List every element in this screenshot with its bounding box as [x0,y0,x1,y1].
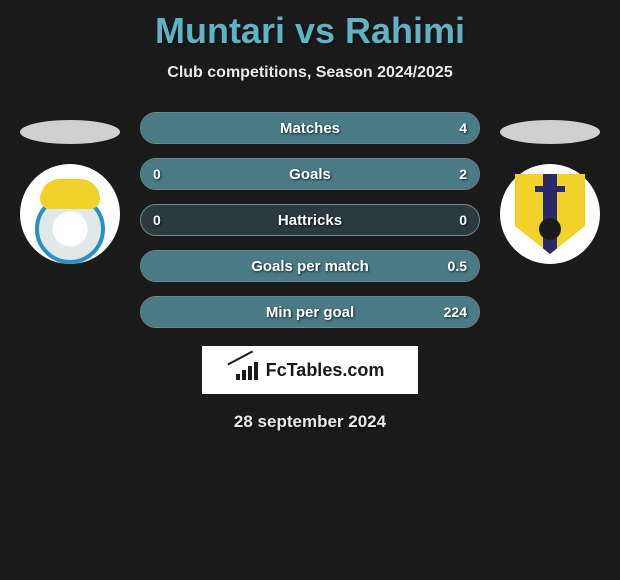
stat-label: Hattricks [278,212,342,229]
brand-chart-icon [236,360,260,380]
player-right-badge-area [490,120,610,264]
stat-label: Goals per match [251,258,369,275]
stat-label: Min per goal [266,304,354,321]
player-left-badge-area [10,120,130,264]
stat-row: Matches 4 [140,112,480,144]
stat-right-value: 0.5 [448,258,467,274]
stat-right-value: 0 [459,212,467,228]
comparison-card: Muntari vs Rahimi Club competitions, Sea… [0,0,620,432]
stat-right-value: 2 [459,166,467,182]
brand-badge[interactable]: FcTables.com [202,346,418,394]
stat-row: 0 Hattricks 0 [140,204,480,236]
player-left-name-pill [20,120,120,144]
stat-right-value: 224 [444,304,467,320]
page-subtitle: Club competitions, Season 2024/2025 [0,64,620,82]
stat-left-value: 0 [153,212,161,228]
snapshot-date: 28 september 2024 [0,412,620,432]
stat-right-value: 4 [459,120,467,136]
stat-left-value: 0 [153,166,161,182]
brand-text: FcTables.com [266,360,385,381]
page-title: Muntari vs Rahimi [0,10,620,52]
stat-row: Min per goal 224 [140,296,480,328]
stat-row: Goals per match 0.5 [140,250,480,282]
right-club-crest [500,164,600,264]
stat-label: Goals [289,166,331,183]
stat-label: Matches [280,120,340,137]
stat-row: 0 Goals 2 [140,158,480,190]
player-right-name-pill [500,120,600,144]
left-club-crest [20,164,120,264]
